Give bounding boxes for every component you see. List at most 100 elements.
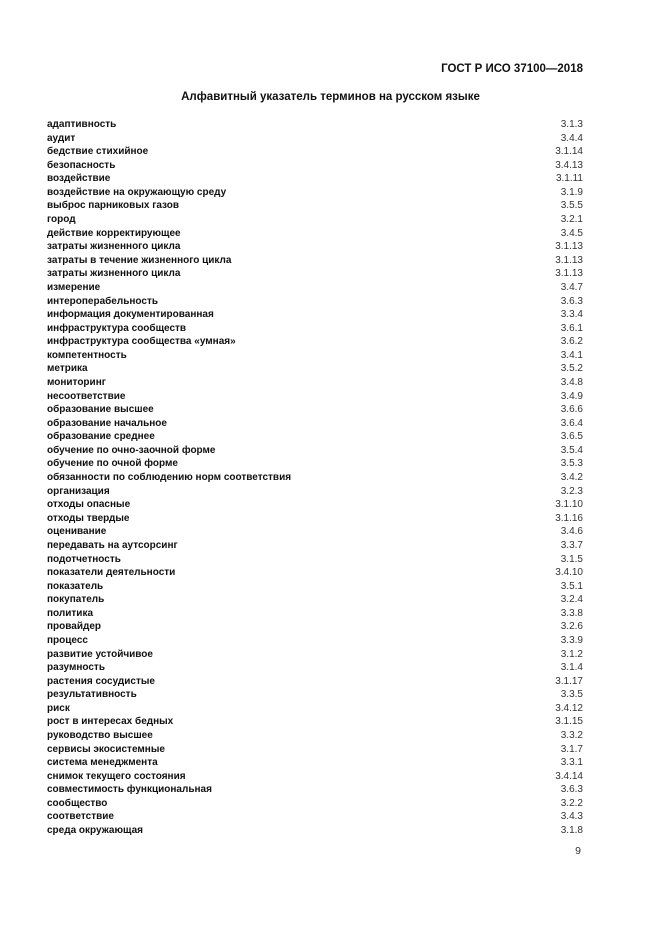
entry-reference: 3.4.6 bbox=[560, 526, 583, 538]
index-entry: затраты жизненного цикла 3.1.13 bbox=[47, 240, 583, 254]
entry-reference: 3.1.15 bbox=[555, 716, 583, 728]
entry-term: развитие устойчивое bbox=[47, 648, 153, 660]
entry-term: компетентность bbox=[47, 349, 127, 361]
entry-term: результативность bbox=[47, 689, 137, 701]
index-entry: руководство высшее 3.3.2 bbox=[47, 729, 583, 743]
entry-term: рост в интересах бедных bbox=[47, 716, 174, 728]
entry-reference: 3.6.6 bbox=[560, 404, 583, 416]
entry-term: риск bbox=[47, 702, 70, 714]
entry-term: затраты жизненного цикла bbox=[47, 268, 181, 280]
index-entry: среда окружающая 3.1.8 bbox=[47, 824, 583, 838]
index-entry: несоответствие 3.4.9 bbox=[47, 390, 583, 404]
index-entry: измерение 3.4.7 bbox=[47, 281, 583, 295]
entry-reference: 3.1.2 bbox=[560, 648, 583, 660]
index-entry: снимок текущего состояния 3.4.14 bbox=[47, 770, 583, 784]
entry-reference: 3.1.9 bbox=[560, 186, 583, 198]
entry-term: обязанности по соблюдению норм соответст… bbox=[47, 472, 292, 484]
entry-reference: 3.4.4 bbox=[560, 132, 583, 144]
index-entry: отходы твердые 3.1.16 bbox=[47, 512, 583, 526]
entry-reference: 3.2.1 bbox=[560, 214, 583, 226]
index-entry: сообщество 3.2.2 bbox=[47, 797, 583, 811]
entry-reference: 3.1.4 bbox=[560, 662, 583, 674]
entry-reference: 3.4.3 bbox=[560, 811, 583, 823]
entry-term: политика bbox=[47, 607, 94, 619]
index-entry: развитие устойчивое 3.1.2 bbox=[47, 648, 583, 662]
index-entry: подотчетность 3.1.5 bbox=[47, 553, 583, 567]
entry-reference: 3.5.3 bbox=[560, 458, 583, 470]
index-entry: обучение по очно-заочной форме 3.5.4 bbox=[47, 444, 583, 458]
entry-reference: 3.5.1 bbox=[560, 580, 583, 592]
page-number: 9 bbox=[575, 845, 581, 857]
entry-reference: 3.3.4 bbox=[560, 309, 583, 321]
entry-term: образование начальное bbox=[47, 417, 167, 429]
entry-term: инфраструктура сообществ bbox=[47, 322, 187, 334]
index-entry: совместимость функциональная 3.6.3 bbox=[47, 783, 583, 797]
entry-reference: 3.5.2 bbox=[560, 363, 583, 375]
index-entry: показатель 3.5.1 bbox=[47, 580, 583, 594]
entry-term: растения сосудистые bbox=[47, 675, 155, 687]
index-entry: город 3.2.1 bbox=[47, 213, 583, 227]
index-entry: интероперабельность 3.6.3 bbox=[47, 295, 583, 309]
index-entry: затраты жизненного цикла 3.1.13 bbox=[47, 267, 583, 281]
entry-reference: 3.4.9 bbox=[560, 390, 583, 402]
index-entry: разумность 3.1.4 bbox=[47, 661, 583, 675]
entry-term: бедствие стихийное bbox=[47, 146, 149, 158]
entry-reference: 3.6.2 bbox=[560, 336, 583, 348]
entry-reference: 3.1.17 bbox=[555, 675, 583, 687]
entry-term: разумность bbox=[47, 662, 105, 674]
entry-term: обучение по очно-заочной форме bbox=[47, 444, 216, 456]
entry-term: несоответствие bbox=[47, 390, 126, 402]
entry-reference: 3.2.4 bbox=[560, 594, 583, 606]
index-entry: система менеджмента 3.3.1 bbox=[47, 756, 583, 770]
entry-reference: 3.4.12 bbox=[555, 702, 583, 714]
entry-reference: 3.4.14 bbox=[555, 770, 583, 782]
entry-term: безопасность bbox=[47, 159, 116, 171]
index-entry: растения сосудистые 3.1.17 bbox=[47, 675, 583, 689]
document-header: ГОСТ Р ИСО 37100—2018 bbox=[441, 63, 583, 75]
entry-term: совместимость функциональная bbox=[47, 784, 212, 796]
index-entry: сервисы экосистемные 3.1.7 bbox=[47, 743, 583, 757]
entry-term: обучение по очной форме bbox=[47, 458, 178, 470]
entry-term: интероперабельность bbox=[47, 295, 158, 307]
entry-term: информация документированная bbox=[47, 309, 214, 321]
index-entry: процесс 3.3.9 bbox=[47, 634, 583, 648]
index-entry: информация документированная 3.3.4 bbox=[47, 308, 583, 322]
index-entry: обучение по очной форме 3.5.3 bbox=[47, 457, 583, 471]
index-entry: передавать на аутсорсинг 3.3.7 bbox=[47, 539, 583, 553]
entry-reference: 3.1.16 bbox=[555, 512, 583, 524]
entry-term: аудит bbox=[47, 132, 76, 144]
index-entry: показатели деятельности 3.4.10 bbox=[47, 566, 583, 580]
entry-term: метрика bbox=[47, 363, 88, 375]
entry-reference: 3.3.8 bbox=[560, 607, 583, 619]
entry-term: соответствие bbox=[47, 811, 114, 823]
entry-reference: 3.6.3 bbox=[560, 295, 583, 307]
entry-reference: 3.1.3 bbox=[560, 119, 583, 130]
entry-reference: 3.6.3 bbox=[560, 784, 583, 796]
entry-term: мониторинг bbox=[47, 376, 106, 388]
entry-term: провайдер bbox=[47, 621, 101, 633]
index-entry: политика 3.3.8 bbox=[47, 607, 583, 621]
index-entry: метрика 3.5.2 bbox=[47, 362, 583, 376]
index-entry: действие корректирующее 3.4.5 bbox=[47, 227, 583, 241]
entry-term: действие корректирующее bbox=[47, 227, 181, 239]
index-entry: воздействие 3.1.11 bbox=[47, 172, 583, 186]
entry-term: воздействие на окружающую среду bbox=[47, 186, 227, 198]
index-entry: образование высшее 3.6.6 bbox=[47, 403, 583, 417]
entry-reference: 3.1.13 bbox=[555, 254, 583, 266]
entry-reference: 3.4.13 bbox=[555, 159, 583, 171]
entry-term: отходы твердые bbox=[47, 512, 130, 524]
entry-term: система менеджмента bbox=[47, 757, 158, 769]
entry-reference: 3.5.4 bbox=[560, 444, 583, 456]
entry-term: выброс парниковых газов bbox=[47, 200, 180, 212]
index-entry: адаптивность 3.1.3 bbox=[47, 118, 583, 132]
entry-term: организация bbox=[47, 485, 110, 497]
index-entry: инфраструктура сообществ 3.6.1 bbox=[47, 322, 583, 336]
index-entry: обязанности по соблюдению норм соответст… bbox=[47, 471, 583, 485]
entry-reference: 3.3.9 bbox=[560, 634, 583, 646]
entry-reference: 3.1.13 bbox=[555, 268, 583, 280]
entry-reference: 3.4.1 bbox=[560, 349, 583, 361]
entry-term: образование высшее bbox=[47, 404, 154, 416]
entry-reference: 3.1.14 bbox=[555, 146, 583, 158]
entry-term: сервисы экосистемные bbox=[47, 743, 165, 755]
index-entry: выброс парниковых газов 3.5.5 bbox=[47, 199, 583, 213]
